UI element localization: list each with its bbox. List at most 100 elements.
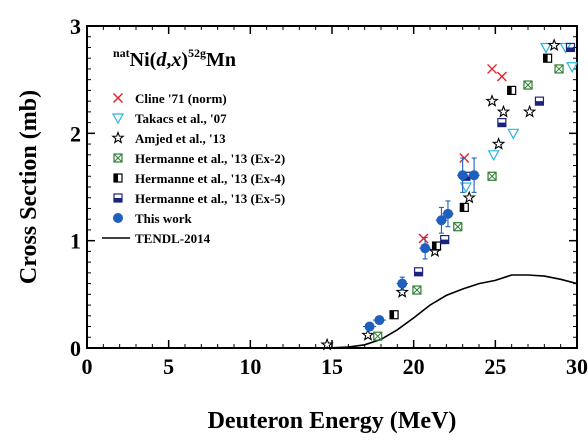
marker-square-half-h — [565, 42, 576, 53]
data-point-this-work — [456, 157, 469, 193]
legend-item-takacs-et-al-07: Takacs et al., '07 — [111, 111, 227, 126]
marker-shape — [462, 190, 476, 204]
marker-shape — [113, 193, 123, 203]
legend-label: Takacs et al., '07 — [135, 111, 227, 126]
data-point-this-work — [442, 200, 454, 228]
marker-stroke — [496, 71, 507, 82]
marker-star — [547, 38, 561, 52]
marker-shape — [566, 62, 579, 74]
reaction-ejectile: x — [170, 49, 181, 71]
legend-marker-x — [113, 93, 123, 103]
legend-item-hermanne-et-al-13-ex-2: Hermanne et al., '13 (Ex-2) — [113, 151, 285, 166]
marker-square-x — [487, 171, 497, 181]
marker-stroke — [412, 285, 422, 295]
marker-x — [487, 63, 498, 74]
marker-square-half-h — [497, 117, 507, 128]
data-point-takacs-et-al-07 — [539, 42, 552, 54]
legend-label: TENDL-2014 — [135, 231, 211, 246]
marker-fill — [114, 198, 122, 202]
marker-circle — [397, 278, 408, 289]
marker-square-half-v — [459, 202, 469, 212]
data-point-hermanne-et-al-13-ex-2 — [453, 222, 463, 232]
legend-marker-square-half-h — [113, 193, 123, 203]
x-tick-label: 20 — [403, 354, 425, 379]
legend-item-tendl-2014: TENDL-2014 — [102, 231, 211, 246]
data-point-hermanne-et-al-13-ex-2 — [412, 285, 422, 295]
marker-square-x — [523, 80, 533, 90]
marker-shape — [113, 153, 123, 163]
legend-marker-star — [111, 130, 125, 144]
data-point-cline-71-norm — [496, 71, 507, 82]
x-tick-labels: 0 5 10 15 20 25 30 — [82, 354, 588, 379]
marker-circle — [436, 215, 447, 226]
marker-star — [485, 94, 499, 107]
x-tick-label: 15 — [321, 354, 343, 379]
marker-shape — [373, 331, 383, 341]
legend-label: Hermanne et al., '13 (Ex-2) — [135, 151, 285, 166]
data-point-this-work — [396, 276, 408, 291]
marker-triangle-down — [459, 182, 472, 194]
data-point-hermanne-et-al-13-ex-5 — [497, 117, 507, 128]
marker-star — [462, 190, 476, 204]
marker-fill — [507, 86, 512, 95]
marker-shape — [522, 104, 537, 118]
marker-fill — [390, 310, 395, 319]
legend-marker-circle — [113, 213, 123, 223]
marker-shape — [374, 315, 385, 326]
marker-shape — [497, 117, 507, 128]
data-point-hermanne-et-al-13-ex-5 — [565, 42, 576, 53]
marker-shape — [320, 337, 334, 351]
marker-fill — [566, 47, 575, 52]
marker-shape — [420, 243, 431, 254]
marker-square-half-v — [542, 53, 553, 63]
data-point-amjed-et-al-13 — [522, 104, 537, 118]
marker-square-half-h — [440, 234, 450, 245]
marker-star — [320, 337, 334, 351]
marker-shape — [554, 64, 564, 74]
marker-fill — [432, 242, 437, 251]
marker-shape — [487, 150, 500, 162]
legend-label: Amjed et al., '13 — [135, 131, 226, 146]
legend-label: Hermanne et al., '13 (Ex-5) — [135, 191, 285, 206]
marker-star — [491, 136, 506, 150]
marker-stroke — [487, 63, 498, 74]
marker-shape — [459, 202, 469, 212]
legend-label: Hermanne et al., '13 (Ex-4) — [135, 171, 285, 186]
data-point-this-work — [468, 157, 480, 193]
data-point-amjed-et-al-13 — [547, 38, 561, 52]
y-tick-label: 1 — [70, 229, 81, 254]
marker-stroke — [453, 222, 463, 232]
marker-triangle-down — [539, 42, 552, 54]
data-point-amjed-et-al-13 — [395, 285, 409, 298]
marker-square-half-v — [507, 85, 517, 96]
marker-square-x — [412, 285, 422, 295]
data-point-takacs-et-al-07 — [566, 62, 579, 74]
marker-shape — [113, 173, 123, 183]
legend-label: This work — [135, 211, 192, 226]
marker-stroke — [418, 233, 429, 244]
data-point-hermanne-et-al-13-ex-2 — [554, 64, 564, 74]
data-point-amjed-et-al-13 — [320, 337, 334, 351]
x-tick-label: 10 — [239, 354, 261, 379]
marker-shape — [496, 104, 511, 118]
marker-shape — [395, 285, 409, 298]
legend-item-amjed-et-al-13: Amjed et al., '13 — [111, 130, 226, 146]
marker-x — [418, 233, 429, 244]
marker-circle — [442, 208, 453, 219]
marker-x — [496, 71, 507, 82]
marker-shape — [440, 234, 450, 245]
marker-star — [522, 104, 537, 118]
marker-shape — [413, 267, 424, 277]
marker-shape — [389, 310, 399, 320]
data-point-this-work — [363, 321, 377, 332]
data-point-hermanne-et-al-13-ex-4 — [542, 53, 553, 63]
data-point-hermanne-et-al-13-ex-4 — [431, 241, 442, 251]
marker-star — [361, 328, 375, 341]
reaction-product: Mn — [206, 49, 236, 71]
x-tick-label: 25 — [484, 354, 506, 379]
marker-shape — [547, 38, 561, 52]
tendl-layer — [103, 274, 577, 348]
data-point-takacs-et-al-07 — [459, 182, 472, 194]
legend: Cline '71 (norm) Takacs et al., '07 Amjed … — [102, 91, 285, 246]
marker-square-half-v — [431, 241, 442, 251]
